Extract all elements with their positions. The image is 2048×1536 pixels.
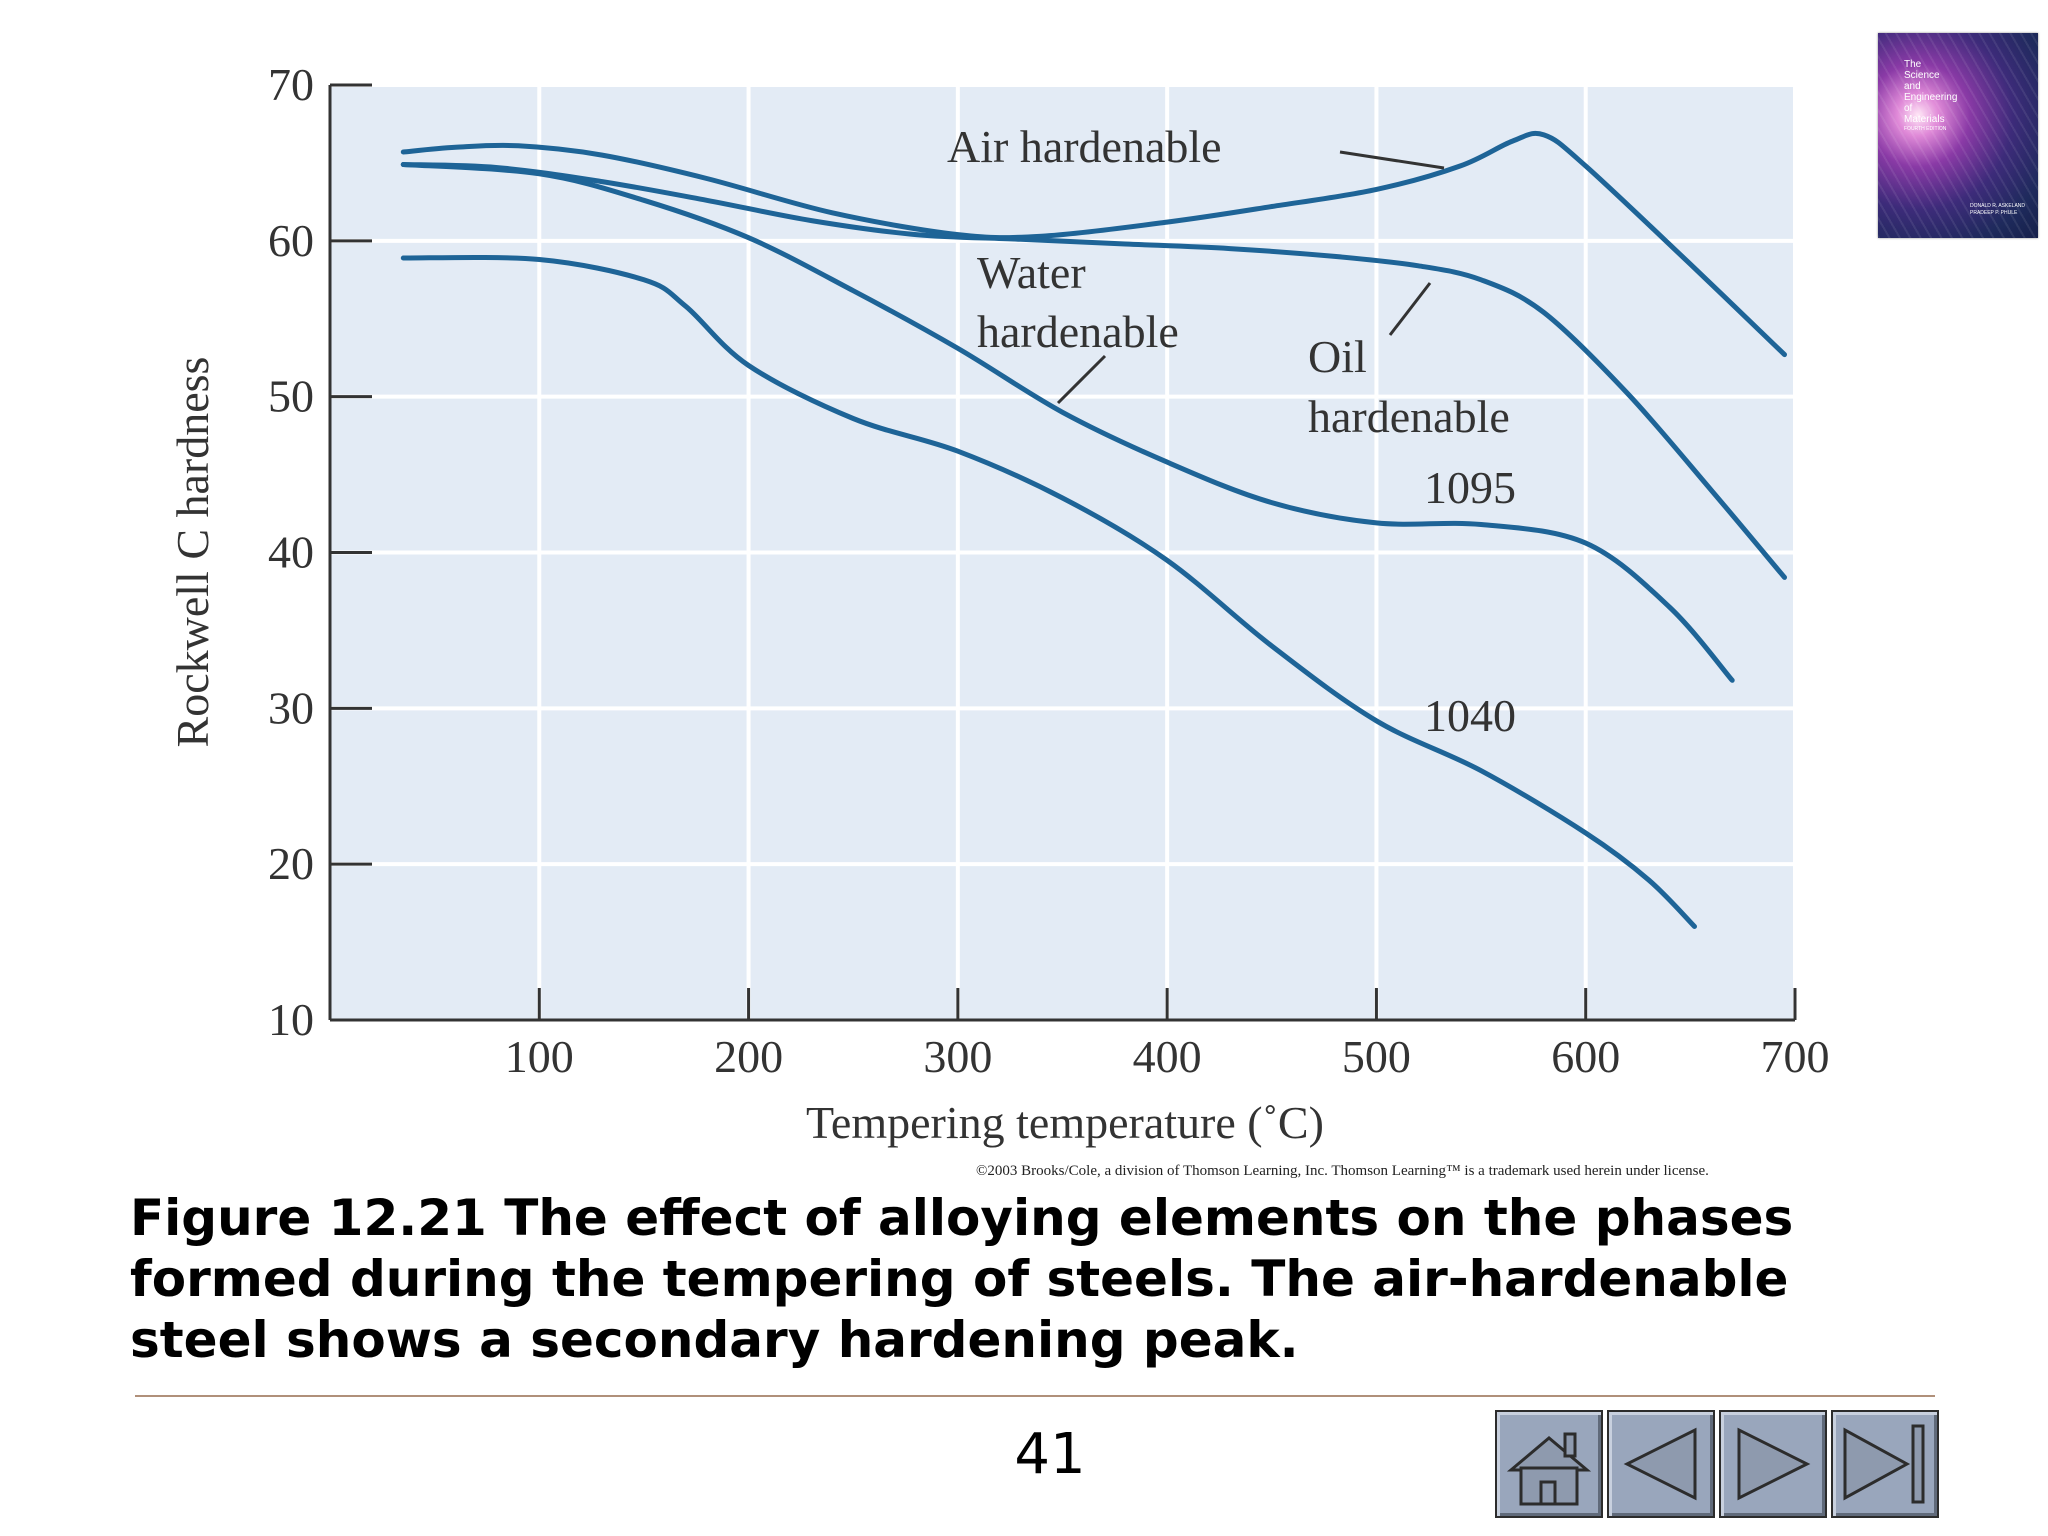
last-icon xyxy=(1843,1424,1925,1504)
book-cover-thumbnail: The Science and Engineering of Materials… xyxy=(1878,33,2038,238)
x-tick-label: 200 xyxy=(714,1031,783,1082)
y-tick-label: 70 xyxy=(268,59,314,110)
series-line-air-hardenable xyxy=(400,130,1787,358)
series-label-1040: 1040 xyxy=(1424,690,1516,741)
ticks: 10 20 30 40 50 60 70 100 200 300 400 500 600 700 xyxy=(268,59,1830,1082)
book-title-line: Science xyxy=(1904,70,1940,81)
series-label-oil-line2: hardenable xyxy=(1308,391,1510,442)
book-title-line: Materials xyxy=(1904,114,1945,125)
previous-button[interactable] xyxy=(1607,1410,1715,1518)
figure-caption: Figure 12.21 The effect of alloying elem… xyxy=(130,1189,1794,1369)
book-title-line: Engineering xyxy=(1904,92,1958,103)
book-title-line: The xyxy=(1904,59,1922,70)
y-tick-label: 40 xyxy=(268,527,314,578)
leader-water-hardenable xyxy=(1056,354,1107,405)
book-cover-art xyxy=(1878,33,2038,238)
x-tick-label: 700 xyxy=(1761,1031,1830,1082)
x-tick-label: 100 xyxy=(505,1031,574,1082)
x-axis-label: Tempering temperature (˚C) xyxy=(806,1097,1324,1148)
series-label-oil-line1: Oil xyxy=(1308,331,1367,382)
book-edition: FOURTH EDITION xyxy=(1904,126,1947,132)
series-line-oil-hardenable xyxy=(400,162,1787,580)
next-icon xyxy=(1737,1427,1811,1501)
y-tick-label: 60 xyxy=(268,215,314,266)
chart: 10 20 30 40 50 60 70 100 200 300 400 500 600 700 Rock… xyxy=(167,59,1830,1179)
last-button[interactable] xyxy=(1831,1410,1939,1518)
series-label-water-line1: Water xyxy=(977,247,1086,298)
series-line-1040 xyxy=(400,254,1697,929)
leader-air-hardenable xyxy=(1339,150,1445,170)
x-tick-label: 600 xyxy=(1551,1031,1620,1082)
book-author: PRADEEP P. PHULE xyxy=(1970,210,2018,216)
leader-oil-hardenable xyxy=(1388,282,1432,336)
copyright-credit: ©2003 Brooks/Cole, a division of Thomson… xyxy=(976,1163,1709,1179)
x-tick-label: 400 xyxy=(1133,1031,1202,1082)
series-lines xyxy=(400,130,1787,929)
y-tick-label: 20 xyxy=(268,838,314,889)
home-button[interactable] xyxy=(1495,1410,1603,1518)
book-cover-authors: DONALD R. ASKELAND PRADEEP P. PHULE xyxy=(1970,203,2030,217)
next-button[interactable] xyxy=(1719,1410,1827,1518)
book-title-line: and xyxy=(1904,81,1921,92)
footer-divider xyxy=(135,1395,1935,1397)
series-line-water-hardenable xyxy=(400,162,1735,683)
book-title-line: of xyxy=(1904,103,1913,114)
series-label-air-hardenable: Air hardenable xyxy=(947,121,1222,172)
series-label-1095: 1095 xyxy=(1424,462,1516,513)
home-icon xyxy=(1506,1432,1592,1506)
series-label-water-line2: hardenable xyxy=(977,306,1179,357)
slide-navigation xyxy=(1495,1410,1939,1518)
page-number: 41 xyxy=(1014,1422,1086,1487)
x-tick-label: 500 xyxy=(1342,1031,1411,1082)
y-tick-label: 50 xyxy=(268,371,314,422)
y-tick-label: 10 xyxy=(268,994,314,1045)
y-axis-label: Rockwell C hardness xyxy=(167,357,218,748)
y-tick-label: 30 xyxy=(268,682,314,733)
book-author: DONALD R. ASKELAND xyxy=(1970,203,2026,209)
x-tick-label: 300 xyxy=(923,1031,992,1082)
previous-icon xyxy=(1623,1427,1697,1501)
book-cover-title: The Science and Engineering of Materials… xyxy=(1904,59,1974,133)
